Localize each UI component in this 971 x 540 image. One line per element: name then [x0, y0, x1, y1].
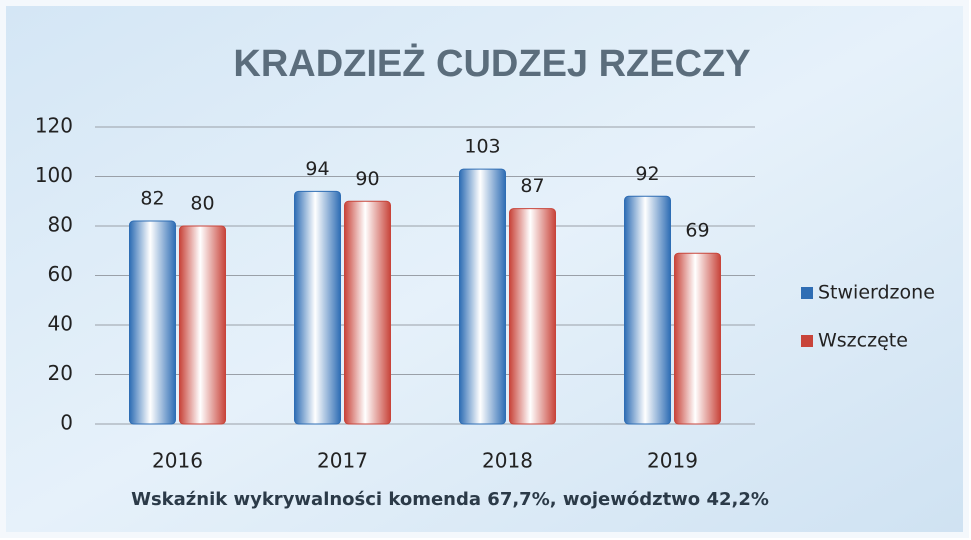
data-label: 82 [140, 188, 164, 210]
data-label: 90 [355, 168, 379, 190]
y-tick-label: 100 [35, 163, 73, 187]
bar [179, 225, 226, 425]
y-tick-label: 80 [48, 213, 73, 237]
bar [459, 168, 506, 425]
x-tick-label: 2018 [482, 449, 533, 473]
bar [344, 200, 391, 425]
y-tick-label: 120 [35, 114, 73, 138]
chart-title: KRADZIEŻ CUDZEJ RZECZY [233, 43, 750, 85]
y-tick-label: 20 [48, 361, 73, 385]
legend-swatch [801, 287, 813, 299]
data-label: 69 [685, 220, 709, 242]
annotation: Wskaźnik wykrywalności komenda 67,7%, wo… [131, 489, 769, 510]
y-tick-label: 0 [60, 411, 73, 435]
bar [624, 195, 671, 425]
x-tick-label: 2017 [317, 449, 368, 473]
data-label: 92 [635, 163, 659, 185]
data-label: 80 [190, 193, 214, 215]
bar [674, 252, 721, 425]
data-label: 87 [520, 175, 544, 197]
y-tick-label: 40 [48, 312, 73, 336]
y-tick-label: 60 [48, 262, 73, 286]
x-tick-label: 2016 [152, 449, 203, 473]
bar [509, 208, 556, 425]
x-tick-label: 2019 [647, 449, 698, 473]
legend-swatch [801, 335, 813, 347]
legend-label: Stwierdzone [818, 282, 935, 304]
data-label: 94 [305, 158, 329, 180]
legend-label: Wszczęte [818, 330, 908, 352]
bar [129, 220, 176, 425]
data-label: 103 [464, 136, 500, 158]
bar [294, 190, 341, 425]
